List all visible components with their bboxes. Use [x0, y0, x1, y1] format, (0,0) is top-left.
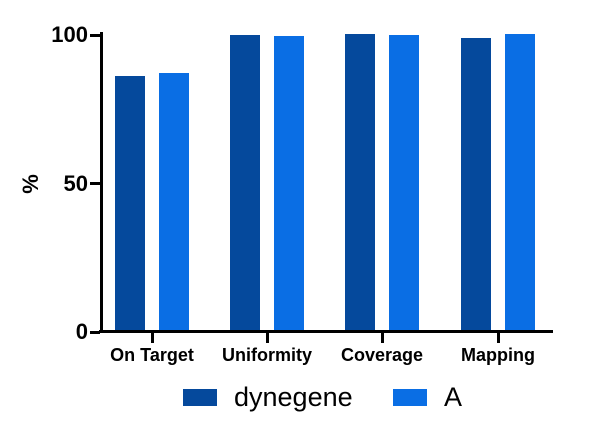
x-tick-coverage: [380, 333, 384, 343]
y-tick-50: [90, 182, 100, 185]
legend-label-a: A: [444, 382, 463, 412]
bar-dynegene-on-target: [115, 76, 145, 331]
bar-a-uniformity: [274, 36, 304, 331]
x-category-label-mapping: Mapping: [461, 345, 535, 365]
legend-swatch-a: [393, 388, 427, 406]
y-tick-label-50: 50: [63, 170, 88, 196]
x-category-label-uniformity: Uniformity: [222, 345, 312, 365]
bar-a-mapping: [505, 34, 535, 331]
y-tick-100: [90, 33, 100, 37]
legend-label-dynegene: dynegene: [234, 382, 353, 412]
y-tick-0: [90, 330, 100, 334]
legend-item-dynegene: dynegene: [183, 381, 353, 413]
x-category-label-on-target: On Target: [110, 345, 194, 365]
y-tick-label-0: 0: [75, 319, 88, 344]
legend-item-a: A: [393, 381, 462, 413]
bar-a-on-target: [159, 73, 189, 331]
x-tick-uniformity: [265, 333, 269, 343]
x-tick-mapping: [496, 333, 500, 343]
x-category-label-coverage: Coverage: [340, 345, 424, 365]
bar-dynegene-uniformity: [230, 35, 260, 331]
bar-a-coverage: [389, 35, 419, 331]
y-axis-line: [100, 32, 103, 333]
x-tick-on-target: [150, 333, 154, 343]
bar-dynegene-mapping: [461, 38, 491, 331]
x-axis-line: [99, 330, 553, 333]
legend-swatch-dynegene: [183, 388, 217, 406]
bar-dynegene-coverage: [345, 34, 375, 331]
y-tick-label-100: 100: [51, 22, 88, 47]
